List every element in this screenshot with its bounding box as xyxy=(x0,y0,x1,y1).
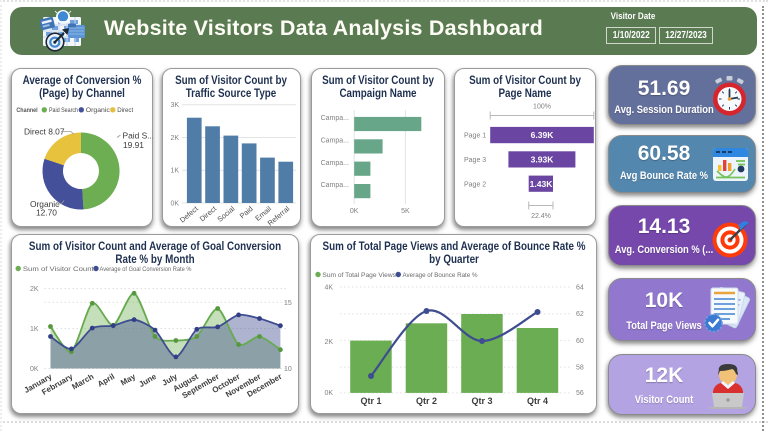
svg-text:3K: 3K xyxy=(170,102,179,109)
svg-text:12.70: 12.70 xyxy=(36,208,57,218)
svg-text:Page 2: Page 2 xyxy=(464,182,486,189)
svg-text:Sum of Visitor Count: Sum of Visitor Count xyxy=(22,266,93,273)
svg-text:15: 15 xyxy=(283,300,291,307)
svg-text:Campa...: Campa... xyxy=(320,115,348,122)
svg-text:5K: 5K xyxy=(401,208,410,215)
svg-text:April: April xyxy=(95,372,115,389)
svg-text:Campa...: Campa... xyxy=(320,182,348,189)
svg-text:1K: 1K xyxy=(29,326,38,333)
svg-text:22.4%: 22.4% xyxy=(531,213,551,220)
svg-text:June: June xyxy=(137,372,158,389)
svg-text:0K: 0K xyxy=(350,208,359,215)
svg-text:Qtr 4: Qtr 4 xyxy=(527,396,548,406)
svg-text:Campa...: Campa... xyxy=(320,160,348,167)
svg-text:Campa...: Campa... xyxy=(320,137,348,144)
svg-text:0K: 0K xyxy=(29,366,38,373)
svg-text:May: May xyxy=(119,372,137,388)
svg-text:Average of Bounce Rate %: Average of Bounce Rate % xyxy=(403,272,478,279)
svg-text:100%: 100% xyxy=(533,104,551,111)
svg-text:Sum of Total Page Views: Sum of Total Page Views xyxy=(322,272,396,279)
svg-text:Social: Social xyxy=(215,204,236,224)
svg-text:19.91: 19.91 xyxy=(123,140,144,150)
svg-text:6.39K: 6.39K xyxy=(531,130,555,140)
svg-text:Paid: Paid xyxy=(237,204,254,220)
svg-text:Organic: Organic xyxy=(85,107,110,114)
svg-text:1.43K: 1.43K xyxy=(530,179,554,189)
svg-text:58: 58 xyxy=(576,365,584,372)
svg-text:Qtr 1: Qtr 1 xyxy=(360,396,381,406)
svg-text:3.93K: 3.93K xyxy=(531,155,555,165)
svg-text:Qtr 2: Qtr 2 xyxy=(416,396,437,406)
svg-text:56: 56 xyxy=(576,390,584,397)
svg-text:Direct: Direct xyxy=(117,107,133,114)
svg-text:Organic: Organic xyxy=(30,199,59,209)
svg-text:2K: 2K xyxy=(170,135,179,142)
svg-text:2K: 2K xyxy=(29,286,38,293)
svg-text:Average of Goal Conversion Rat: Average of Goal Conversion Rate % xyxy=(99,266,191,273)
svg-text:2K: 2K xyxy=(324,339,333,346)
svg-text:Paid Search: Paid Search xyxy=(49,107,78,114)
svg-text:60: 60 xyxy=(576,338,584,345)
svg-text:March: March xyxy=(70,372,95,392)
svg-text:Direct 8.07: Direct 8.07 xyxy=(24,127,65,137)
svg-text:10: 10 xyxy=(283,366,291,373)
svg-text:1K: 1K xyxy=(170,168,179,175)
svg-text:64: 64 xyxy=(576,285,584,292)
svg-text:0K: 0K xyxy=(324,390,333,397)
svg-text:Defect: Defect xyxy=(177,204,199,224)
svg-text:62: 62 xyxy=(576,311,584,318)
svg-text:Qtr 3: Qtr 3 xyxy=(471,396,492,406)
svg-text:Direct: Direct xyxy=(197,204,217,223)
svg-text:Paid S...: Paid S... xyxy=(122,131,153,141)
svg-text:4K: 4K xyxy=(324,285,333,292)
svg-text:Channel: Channel xyxy=(16,107,37,114)
svg-text:Page 1: Page 1 xyxy=(464,133,486,140)
svg-text:Page 3: Page 3 xyxy=(464,157,486,164)
svg-text:0K: 0K xyxy=(170,201,179,208)
